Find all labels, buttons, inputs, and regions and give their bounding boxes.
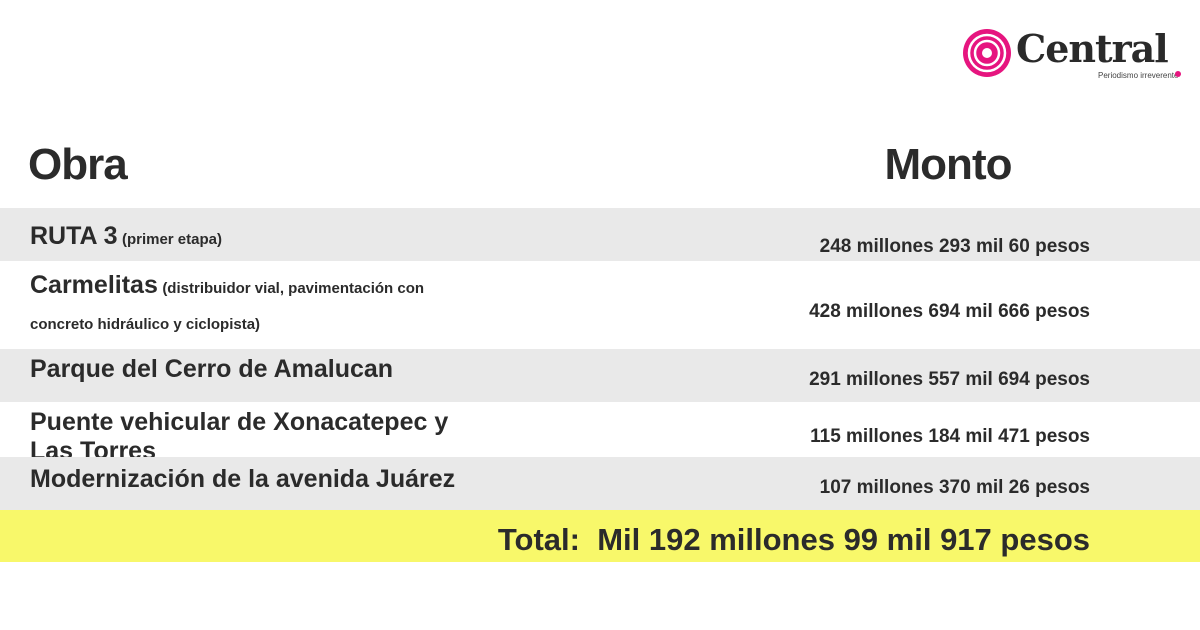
total-monto: Mil 192 millones 99 mil 917 pesos — [597, 522, 1090, 557]
monto: 428 millones 694 mil 666 pesos — [809, 301, 1090, 322]
obra-note: (distribuidor vial, pavimentación con co… — [30, 280, 425, 333]
table-row: Puente vehicular de Xonacatepec y Las To… — [0, 402, 1200, 465]
table-row: RUTA 3 (primer etapa) 248 millones 293 mi… — [0, 208, 1200, 261]
obra-name: Carmelitas — [30, 271, 158, 299]
obra-note: (primer etapa) — [121, 231, 222, 248]
obra-name: RUTA 3 — [30, 222, 118, 250]
monto: 115 millones 184 mil 471 pesos — [810, 426, 1090, 447]
header-obra: Obra — [28, 140, 128, 189]
total-text: Total: Mil 192 millones 99 mil 917 pesos — [498, 522, 1090, 558]
monto: 291 millones 557 mil 694 pesos — [809, 369, 1090, 390]
obra-name: Parque del Cerro de Amalucan — [30, 355, 394, 383]
total-row: Total: Mil 192 millones 99 mil 917 pesos — [0, 510, 1200, 562]
total-label: Total: — [497, 522, 580, 557]
obra-cell: Carmelitas (distribuidor vial, pavimenta… — [30, 271, 470, 343]
logo-name: Central — [1016, 26, 1169, 71]
logo-mark — [963, 29, 1011, 77]
obra-cell: Puente vehicular de Xonacatepec y Las To… — [30, 408, 470, 466]
table-row: Modernización de la avenida Juárez 107 mi… — [0, 457, 1200, 510]
header-monto: Monto — [884, 140, 1013, 189]
obra-name: Puente vehicular de Xonacatepec y Las To… — [30, 408, 449, 465]
obra-cell: Modernización de la avenida Juárez — [30, 465, 470, 494]
monto: 107 millones 370 mil 26 pesos — [819, 477, 1090, 498]
obra-cell: RUTA 3 (primer etapa) — [30, 222, 470, 258]
table-row: Carmelitas (distribuidor vial, pavimenta… — [0, 261, 1200, 349]
obra-name: Modernización de la avenida Juárez — [30, 465, 456, 493]
logo-dot — [1175, 71, 1181, 77]
logo-tagline: Periodismo irreverente — [1098, 71, 1179, 80]
obra-cell: Parque del Cerro de Amalucan — [30, 355, 470, 384]
table-row: Parque del Cerro de Amalucan 291 millones… — [0, 349, 1200, 402]
monto: 248 millones 293 mil 60 pesos — [819, 236, 1090, 257]
